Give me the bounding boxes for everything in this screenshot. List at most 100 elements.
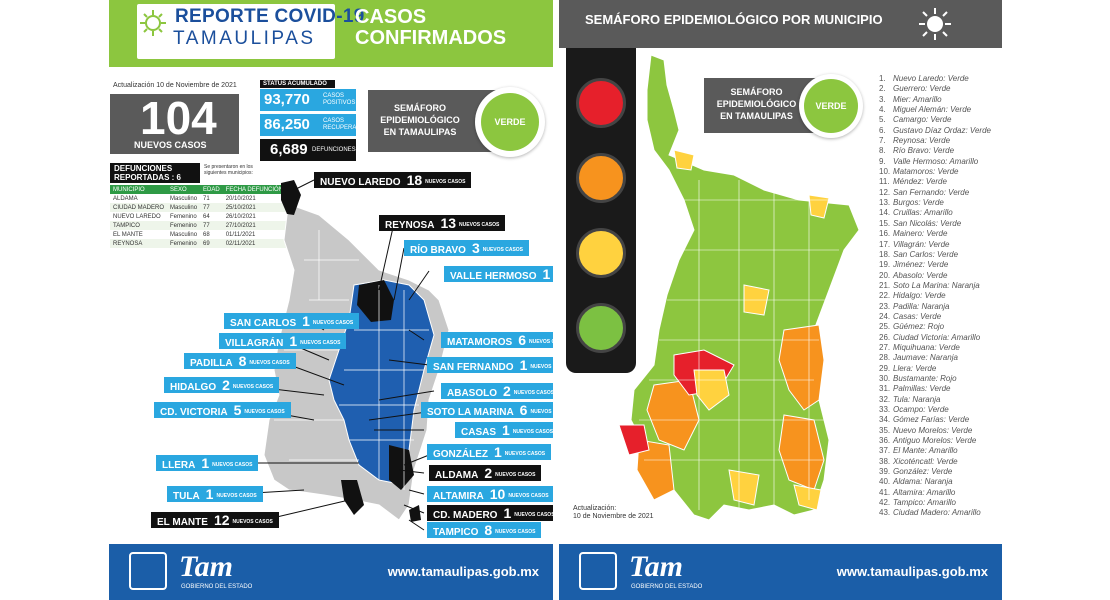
muni-count: 3 <box>471 240 480 256</box>
government-logo: Tam <box>179 550 233 583</box>
website-link[interactable]: www.tamaulipas.gob.mx <box>836 564 988 579</box>
table-row: EL MANTE Masculino 68 01/11/2021 <box>110 230 286 239</box>
muni-cases-label: NUEVOS CASOS <box>504 451 546 458</box>
muni-count: 1 <box>494 444 502 460</box>
list-text: Ciudad Madero: Amarillo <box>893 508 981 518</box>
muni-label: ALDAMA 2 NUEVOS CASOS <box>429 465 542 481</box>
new-cases-box: 104 NUEVOS CASOS <box>110 94 239 154</box>
semaforo-line3: EN TAMAULIPAS <box>383 127 457 137</box>
table-row: CIUDAD MADERO Masculino 77 25/10/2021 <box>110 203 287 212</box>
muni-name: CD. VICTORIA <box>160 407 228 418</box>
list-text: Gustavo Díaz Ordaz: Verde <box>893 125 991 135</box>
positives-value: 93,770 <box>264 91 310 108</box>
list-item: 30. Bustamante: Rojo <box>879 374 991 384</box>
list-number: 13. <box>879 198 891 208</box>
list-item: 31. Palmillas: Verde <box>879 384 991 394</box>
muni-label: TAMPICO 8 NUEVOS CASOS <box>427 522 542 538</box>
list-text: Bustamante: Rojo <box>893 373 957 383</box>
list-number: 12. <box>879 187 891 197</box>
muni-cases-label: NUEVOS CASOS <box>508 493 549 500</box>
list-item: 23. Padilla: Naranja <box>879 302 991 312</box>
website-link[interactable]: www.tamaulipas.gob.mx <box>387 564 539 579</box>
muni-label: ALTAMIRA 10 NUEVOS CASOS <box>427 486 553 502</box>
table-cell: 69 <box>200 239 223 248</box>
list-number: 40. <box>879 477 891 487</box>
muni-cases-label: NUEVOS CASOS <box>482 247 524 254</box>
list-number: 15. <box>879 218 891 228</box>
list-item: 3. Mier: Amarillo <box>879 95 991 105</box>
semaforo-panel: SEMÁFORO EPIDEMIOLÓGICO POR MUNICIPIO SE… <box>559 0 1002 600</box>
list-text: Gómez Farías: Verde <box>893 415 970 425</box>
list-item: 40. Aldama: Naranja <box>879 477 991 487</box>
semaforo-line1: SEMÁFORO <box>393 103 446 113</box>
list-item: 41. Altamira: Amarillo <box>879 488 991 498</box>
list-text: Ciudad Victoria: Amarillo <box>893 332 981 342</box>
muni-count: 5 <box>233 402 242 418</box>
status-title: STATUS ACUMULADO <box>260 80 335 88</box>
muni-cases-label: NUEVOS CASOS <box>212 462 253 469</box>
table-header: SEXO <box>167 185 201 194</box>
list-item: 25. Güémez: Rojo <box>879 322 991 332</box>
list-item: 16. Mainero: Verde <box>879 229 991 239</box>
list-number: 35. <box>879 425 891 435</box>
table-header: MUNICIPIO <box>110 185 168 194</box>
list-item: 39. González: Verde <box>879 467 991 477</box>
state-crest-icon <box>579 552 617 590</box>
muni-label: EL MANTE 12 NUEVOS CASOS <box>151 512 279 528</box>
muni-cases-label: NUEVOS CASOS <box>216 493 257 500</box>
table-cell: 02/11/2021 <box>222 239 287 248</box>
update-date: Actualización: 10 de Noviembre de 2021 <box>573 505 654 521</box>
muni-count: 1 <box>519 357 528 373</box>
new-cases-number: 104 <box>140 92 217 144</box>
muni-cases-label: NUEVOS CASOS <box>425 179 466 186</box>
list-number: 3. <box>879 94 886 104</box>
list-number: 5. <box>879 115 886 125</box>
list-text: Xicoténcatl: Verde <box>893 456 958 466</box>
list-item: 43. Ciudad Madero: Amarillo <box>879 508 991 518</box>
semaforo-line2: EPIDEMIOLÓGICO <box>716 99 797 109</box>
table-cell: 26/10/2021 <box>225 213 256 220</box>
list-number: 18. <box>879 249 891 259</box>
orange-light-icon <box>576 153 626 203</box>
muni-count: 1 <box>201 455 210 471</box>
semaforo-status: VERDE <box>804 79 858 133</box>
state-crest-icon <box>129 552 167 590</box>
cases-map <box>219 179 450 531</box>
muni-name: MATAMOROS <box>447 337 513 348</box>
list-number: 7. <box>879 136 886 146</box>
list-item: 27. Miquihuana: Verde <box>879 343 991 353</box>
semaforo-line2: EPIDEMIOLÓGICO <box>380 115 460 125</box>
list-number: 26. <box>879 332 891 342</box>
list-text: Ocampo: Verde <box>893 405 949 414</box>
table-cell: 01/11/2021 <box>225 231 256 238</box>
muni-count: 8 <box>238 353 247 369</box>
list-number: 4. <box>879 105 886 115</box>
green-light-icon <box>576 303 626 353</box>
list-number: 27. <box>879 342 891 352</box>
muni-label: LLERA 1 NUEVOS CASOS <box>156 455 259 471</box>
muni-cases-label: NUEVOS CASOS <box>513 390 553 397</box>
list-item: 29. Llera: Verde <box>879 364 991 374</box>
list-number: 20. <box>879 270 891 280</box>
list-item: 26. Ciudad Victoria: Amarillo <box>879 333 991 343</box>
list-text: Tula: Naranja <box>893 394 941 404</box>
list-number: 2. <box>879 84 886 94</box>
map-shape <box>263 180 450 522</box>
list-text: Valle Hermoso: Amarillo <box>893 156 979 166</box>
muni-name: HIDALGO <box>170 382 217 393</box>
list-item: 32. Tula: Naranja <box>879 395 991 405</box>
list-item: 22. Hidalgo: Verde <box>879 291 991 301</box>
muni-name: TAMPICO <box>433 527 479 538</box>
list-number: 38. <box>879 456 891 466</box>
muni-label: TULA 1 NUEVOS CASOS <box>167 486 263 502</box>
muni-count: 2 <box>484 465 493 481</box>
update-label: Actualización: <box>573 505 617 512</box>
report-state: TAMAULIPAS <box>173 28 316 49</box>
list-text: San Fernando: Verde <box>893 187 970 197</box>
muni-count: 2 <box>222 377 230 393</box>
region-mier <box>673 149 695 171</box>
list-text: Mainero: Verde <box>893 229 948 239</box>
muni-label: HIDALGO 2 NUEVOS CASOS <box>164 377 280 393</box>
region-soto-la-marina <box>778 324 825 411</box>
table-cell: 77 <box>200 221 223 230</box>
